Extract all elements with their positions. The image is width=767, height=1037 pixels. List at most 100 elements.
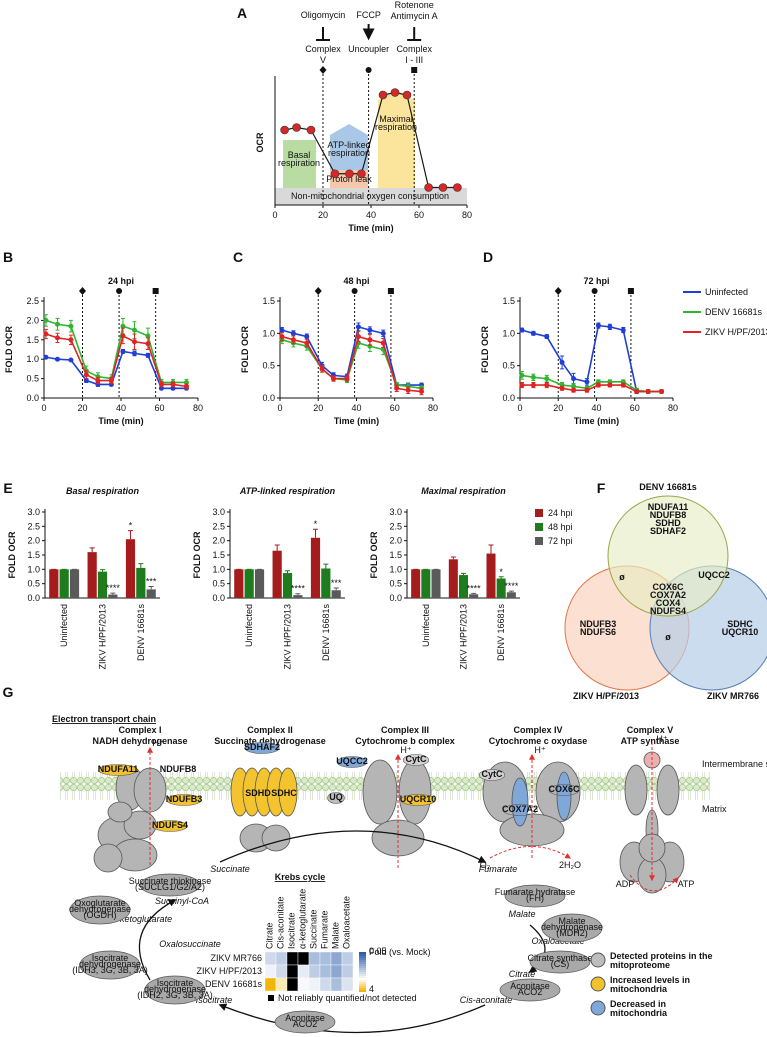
bar (506, 592, 516, 598)
protein-label: UQCC2 (336, 756, 368, 766)
data-point (424, 183, 433, 192)
x-tick-label: ZIKV H/PF/2013 (283, 604, 293, 670)
protein-badge (152, 820, 188, 832)
enzyme-label: Aconitase (510, 981, 550, 991)
protein-badge (478, 769, 506, 781)
enzyme (504, 884, 566, 908)
scale-tick: 0.05 (369, 946, 387, 956)
x-tick-label: DENV 16681s (496, 604, 506, 662)
enzyme-label: (IDH2, 3G, 3B, 3A) (137, 990, 213, 1000)
y-tick-label: 0.0 (262, 393, 275, 403)
data-point (584, 379, 590, 385)
y-tick-label: 1.5 (27, 550, 40, 560)
legend-swatch (535, 537, 543, 545)
x-tick-label: Uninfected (244, 604, 254, 647)
metabolite: Succinyl-CoA (155, 896, 209, 906)
data-point (620, 382, 626, 388)
enzyme-label: Isocitrate (157, 978, 194, 988)
enzyme-label: Fumarate hydratase (495, 887, 576, 897)
missing-label: Not reliably quantified/not detected (278, 993, 417, 1003)
proton-label: H⁺ (400, 745, 411, 755)
heat-cell (297, 951, 310, 966)
y-tick-label: 1.5 (502, 296, 515, 306)
injection-symbol (411, 67, 418, 73)
x-tick-label: 80 (428, 403, 438, 413)
protein-label: SDHAF2 (244, 742, 280, 752)
error-bar (110, 592, 116, 595)
x-tick-label: DENV 16681s (321, 604, 331, 662)
data-point (131, 327, 137, 333)
data-point (357, 169, 366, 179)
venn-region: SDHAF2 (650, 526, 686, 536)
panel-letter: E (3, 480, 12, 496)
x-tick-label: 40 (366, 210, 376, 220)
scale-step (359, 978, 366, 980)
data-point (292, 123, 301, 132)
significance-label: * (129, 521, 133, 531)
data-point (559, 359, 565, 365)
drug-target: Uncoupler (348, 44, 389, 54)
error-bar (508, 590, 514, 593)
y-tick-label: 0.5 (27, 579, 40, 589)
x-tick-label: 60 (154, 403, 164, 413)
data-point (43, 331, 49, 337)
y-axis-label: FOLD OCR (240, 326, 250, 373)
reaction-label: 2H₂O (559, 860, 581, 870)
y-tick-label: 0.5 (26, 374, 39, 384)
metabolite: Isocitrate (196, 995, 233, 1005)
drug-name: Antimycin A (391, 11, 438, 21)
data-point (290, 330, 296, 336)
data-point (519, 327, 525, 333)
x-tick-label: 0 (517, 403, 522, 413)
bar (448, 559, 458, 598)
drug-target: I - III (405, 55, 423, 65)
x-axis-label: Time (min) (348, 223, 393, 233)
injection-symbol (627, 288, 634, 294)
enzyme-label: Citrate synthase (527, 953, 592, 963)
bar (331, 590, 341, 598)
column-label: Citrate (265, 922, 275, 949)
error-bar (285, 570, 290, 574)
data-point (355, 324, 361, 330)
protein-label: NDUFB8 (160, 764, 197, 774)
data-point (158, 381, 164, 387)
bar (97, 571, 108, 598)
heat-cell (264, 964, 277, 979)
error-bar (295, 593, 301, 596)
venn-region: NDUFS6 (580, 627, 616, 637)
protein-subunit (362, 759, 398, 825)
proton-label: H⁺ (534, 745, 545, 755)
data-point (380, 330, 386, 336)
heat-cell (330, 964, 343, 979)
x-axis-label: Time (min) (574, 416, 619, 426)
x-tick-label: 60 (390, 403, 400, 413)
venn-region: NDUFS4 (650, 606, 686, 616)
scale-step (359, 972, 366, 974)
data-point (355, 334, 361, 340)
error-bar (312, 528, 318, 538)
error-bar (274, 544, 280, 551)
legend-label: Detected proteins in the (610, 951, 713, 961)
enzyme (69, 895, 131, 925)
x-tick-label: 40 (591, 403, 601, 413)
bar (108, 594, 118, 598)
data-point (68, 337, 74, 343)
data-point (571, 376, 577, 382)
venn-region: ø (665, 632, 671, 642)
y-tick-label: 1.5 (212, 550, 225, 560)
enzyme (79, 950, 141, 980)
region-label: Matrix (702, 804, 727, 814)
data-point (367, 327, 373, 333)
data-point (304, 334, 310, 340)
region-label: respiration (328, 148, 370, 158)
data-point (559, 385, 565, 391)
chart-title: 24 hpi (108, 276, 134, 286)
x-tick-label: 60 (414, 210, 424, 220)
scale-step (359, 968, 366, 970)
complex-subtitle: NADH dehydrogenase (92, 736, 187, 746)
scale-step (359, 982, 366, 984)
data-point (95, 378, 101, 384)
data-point (331, 376, 337, 382)
y-tick-label: 2.5 (389, 521, 402, 531)
data-point (183, 383, 189, 389)
